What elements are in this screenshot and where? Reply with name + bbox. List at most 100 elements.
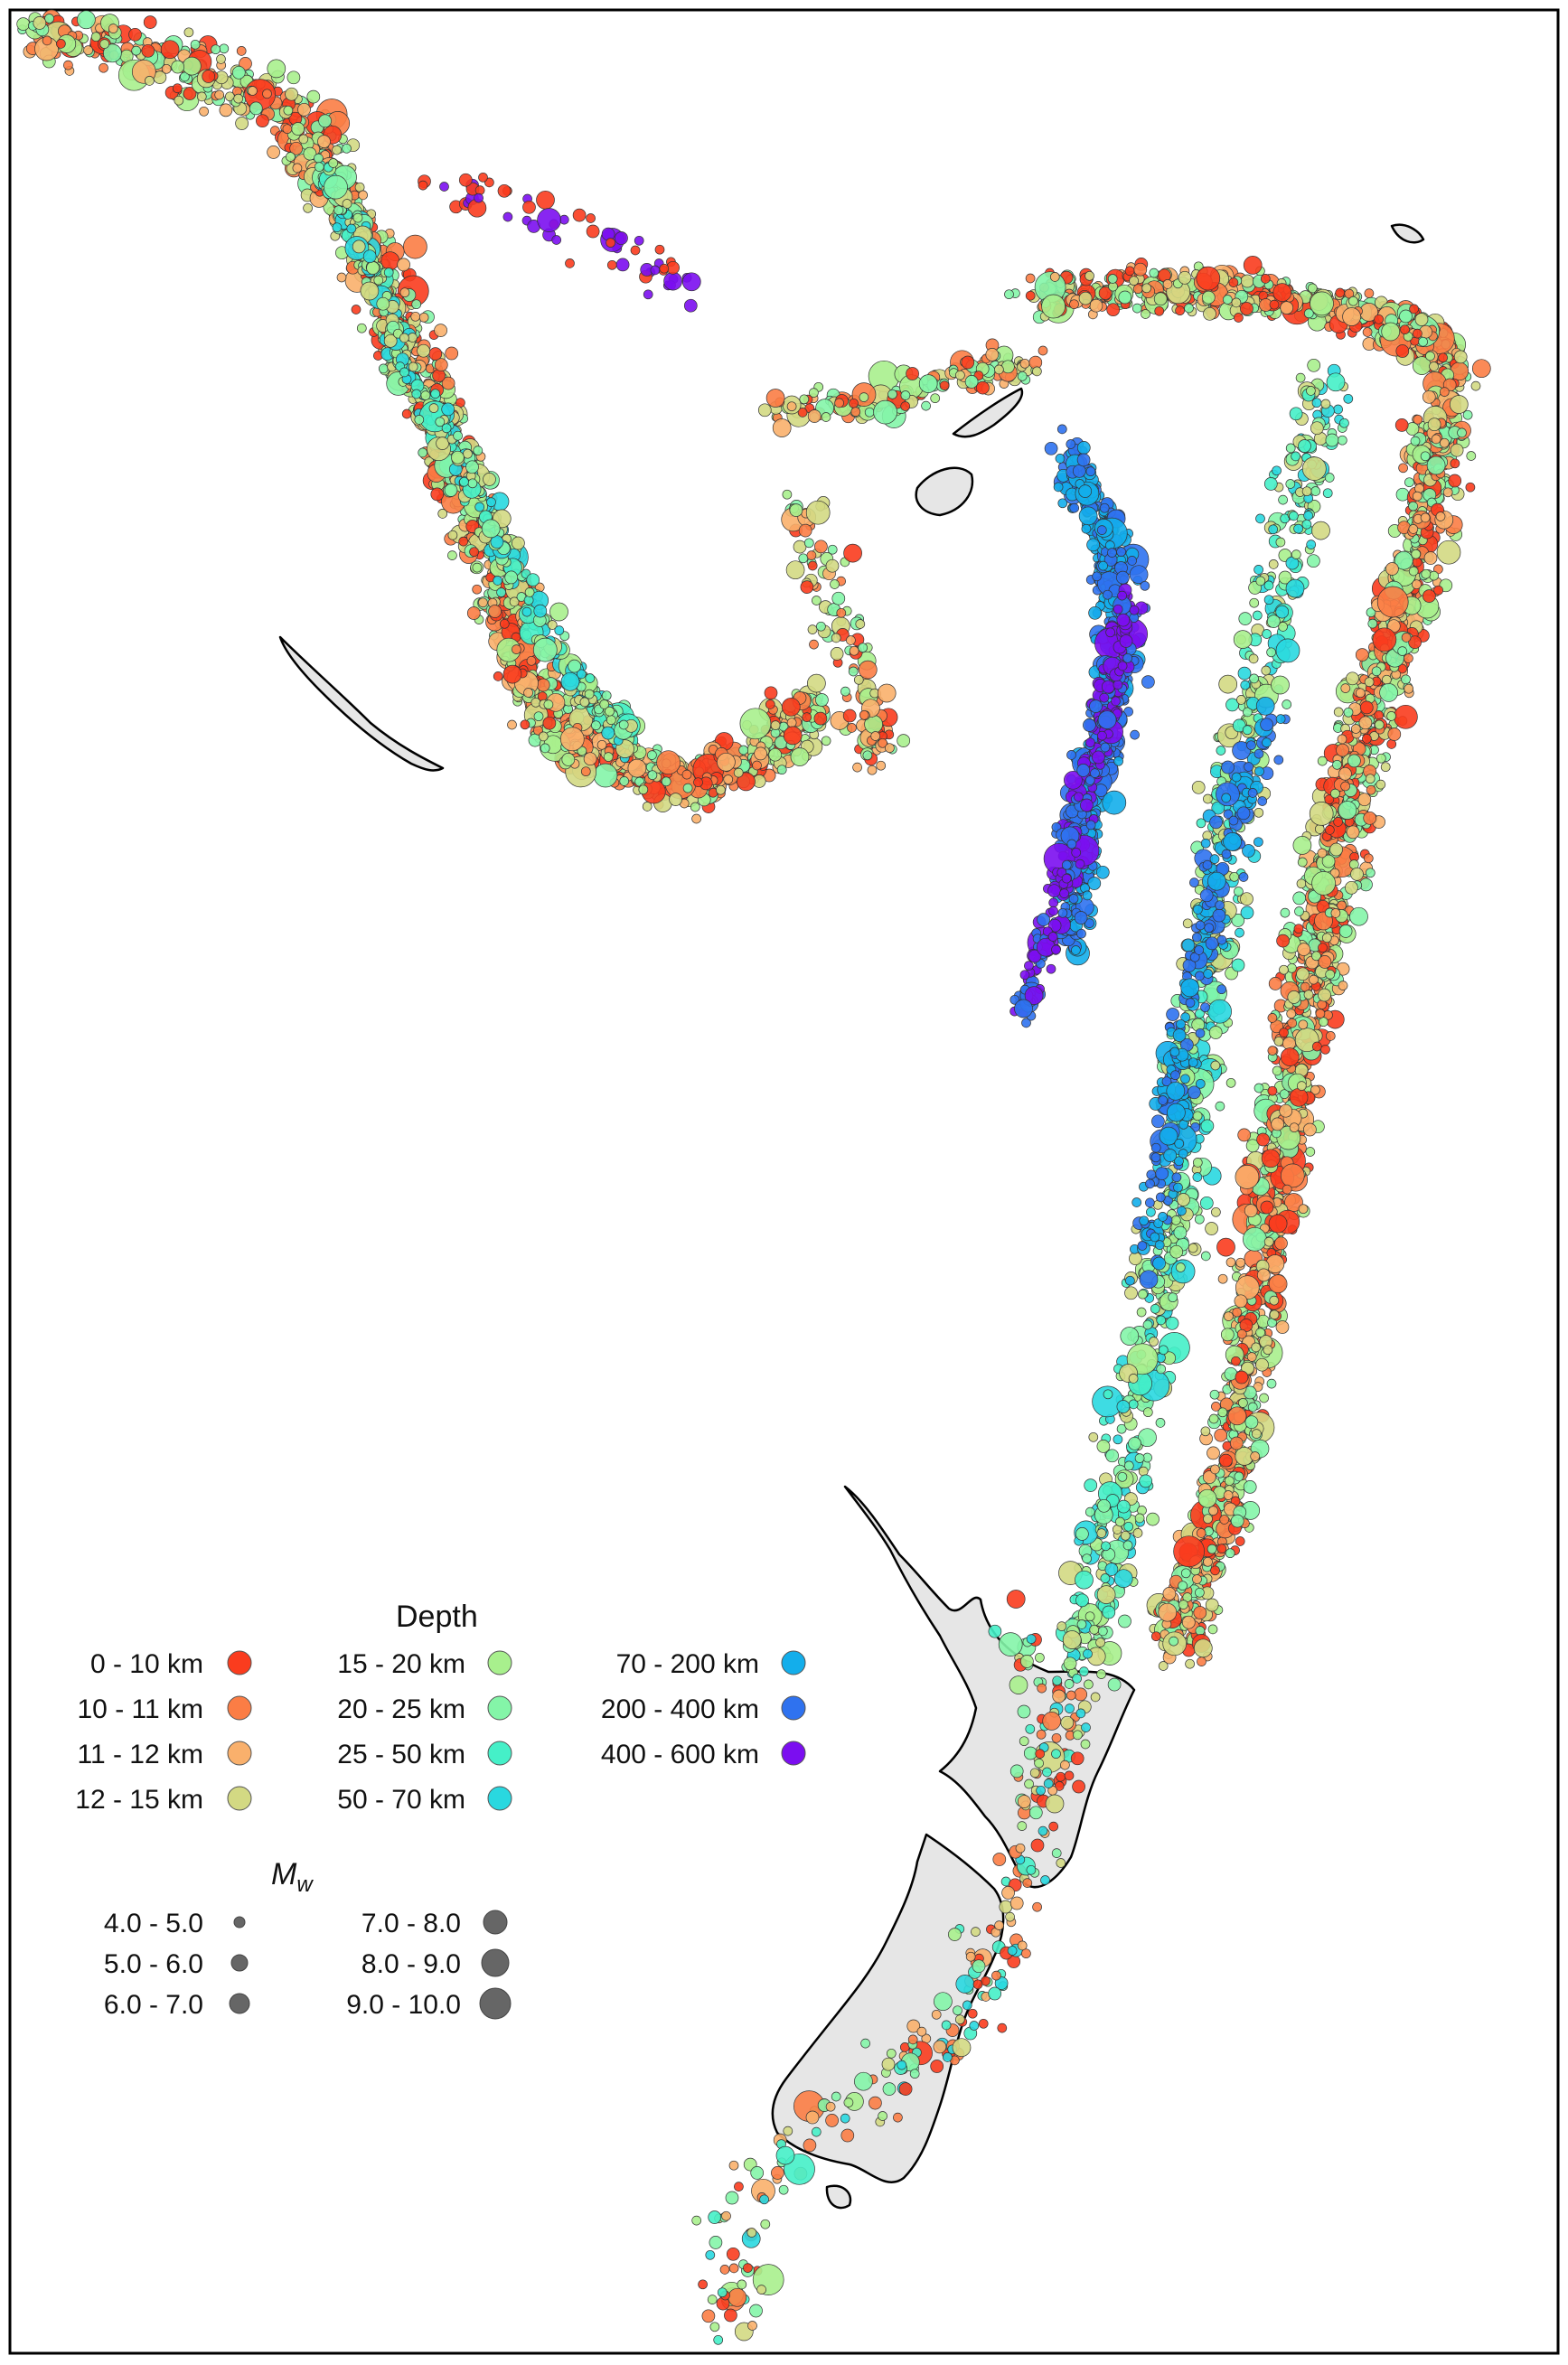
earthquake-marker [1269, 299, 1280, 310]
earthquake-marker [1184, 303, 1194, 314]
earthquake-marker [1398, 463, 1408, 474]
earthquake-marker [551, 235, 562, 245]
earthquake-marker [235, 117, 249, 130]
earthquake-marker [1084, 1679, 1094, 1690]
earthquake-marker [1193, 1638, 1213, 1658]
earthquake-marker [469, 547, 479, 558]
earthquake-marker [1169, 1636, 1178, 1647]
earthquake-marker [1335, 287, 1346, 298]
earthquake-marker [1338, 766, 1352, 781]
earthquake-marker [499, 618, 510, 629]
earthquake-marker [615, 258, 630, 272]
earthquake-marker [850, 407, 861, 418]
earthquake-marker [63, 60, 73, 70]
earthquake-marker [174, 95, 184, 106]
earthquake-marker [16, 17, 31, 31]
earthquake-marker [1253, 565, 1263, 575]
earthquake-marker [1358, 716, 1373, 730]
earthquake-marker [1273, 1036, 1284, 1046]
earthquake-marker [1158, 1661, 1169, 1671]
earthquake-marker [821, 736, 831, 746]
earthquake-marker [554, 625, 565, 635]
earthquake-marker [1374, 314, 1384, 324]
earthquake-marker [1296, 878, 1307, 889]
earthquake-marker [459, 476, 469, 487]
earthquake-marker [1107, 1677, 1122, 1692]
earthquake-marker [332, 222, 343, 233]
earthquake-marker [870, 731, 881, 741]
earthquake-marker [647, 750, 657, 760]
earthquake-marker [399, 367, 409, 378]
earthquake-marker [1348, 296, 1358, 306]
earthquake-marker [1211, 1402, 1221, 1412]
earthquake-marker [128, 27, 142, 42]
earthquake-marker [1218, 674, 1238, 694]
earthquake-marker [332, 145, 342, 155]
earthquake-marker [1219, 1453, 1233, 1468]
earthquake-marker [1362, 327, 1373, 337]
earthquake-marker [1268, 1214, 1288, 1234]
earthquake-marker [1470, 380, 1481, 391]
earthquake-marker [1317, 755, 1328, 766]
tonga-island [1390, 223, 1425, 244]
earthquake-marker [1364, 288, 1375, 298]
earthquake-marker [1404, 653, 1413, 663]
earthquake-marker [463, 448, 473, 459]
earthquake-marker [1366, 784, 1376, 795]
earthquake-marker [420, 390, 431, 400]
earthquake-marker [1322, 488, 1333, 499]
earthquake-marker [447, 550, 457, 560]
earthquake-marker [465, 460, 479, 474]
earthquake-marker [1268, 977, 1282, 990]
earthquake-marker [1412, 557, 1422, 568]
earthquake-marker [403, 234, 427, 259]
earthquake-marker [1325, 969, 1336, 980]
earthquake-marker [430, 487, 445, 502]
earthquake-marker [1268, 559, 1279, 569]
earthquake-marker [630, 245, 641, 256]
earthquake-marker [267, 59, 286, 79]
earthquake-marker [1338, 801, 1357, 820]
earthquake-marker [1203, 793, 1213, 804]
earthquake-marker [1244, 1204, 1258, 1218]
earthquake-marker [683, 298, 698, 313]
earthquake-marker [1318, 943, 1328, 953]
earthquake-marker [627, 758, 647, 778]
earthquake-marker [580, 766, 591, 777]
earthquake-marker [1253, 1083, 1264, 1093]
earthquake-marker [1049, 272, 1060, 282]
earthquake-marker [825, 558, 840, 573]
earthquake-marker [474, 502, 485, 512]
earthquake-marker [867, 765, 878, 775]
earthquake-marker [821, 412, 831, 422]
earthquake-marker [862, 750, 873, 761]
earthquake-marker [1178, 270, 1192, 285]
earthquake-marker [1216, 1544, 1227, 1554]
earthquake-marker [1295, 372, 1306, 383]
earthquake-marker [1376, 586, 1409, 618]
earthquake-marker [219, 103, 233, 117]
earthquake-marker [716, 784, 726, 795]
earthquake-marker [182, 56, 202, 76]
earthquake-marker [585, 673, 596, 683]
earthquake-marker [303, 202, 313, 213]
earthquake-marker [1289, 1122, 1300, 1133]
earthquake-marker [474, 192, 484, 203]
earthquake-marker [619, 776, 630, 786]
earthquake-marker [306, 89, 321, 104]
earthquake-marker [1349, 906, 1368, 926]
earthquake-marker [1307, 283, 1318, 294]
earthquake-marker [827, 544, 838, 555]
earthquake-marker [1376, 779, 1386, 790]
earthquake-marker [1025, 273, 1036, 284]
earthquake-marker [1129, 1252, 1142, 1266]
earthquake-marker [852, 762, 862, 773]
earthquake-marker [1412, 491, 1422, 502]
earthquake-marker [1123, 1521, 1134, 1532]
earthquake-marker [877, 683, 897, 703]
earthquake-marker [1154, 305, 1165, 316]
earthquake-marker [352, 212, 363, 223]
earthquake-marker [1141, 283, 1152, 294]
earthquake-marker [752, 760, 762, 771]
earthquake-marker [1385, 562, 1399, 576]
